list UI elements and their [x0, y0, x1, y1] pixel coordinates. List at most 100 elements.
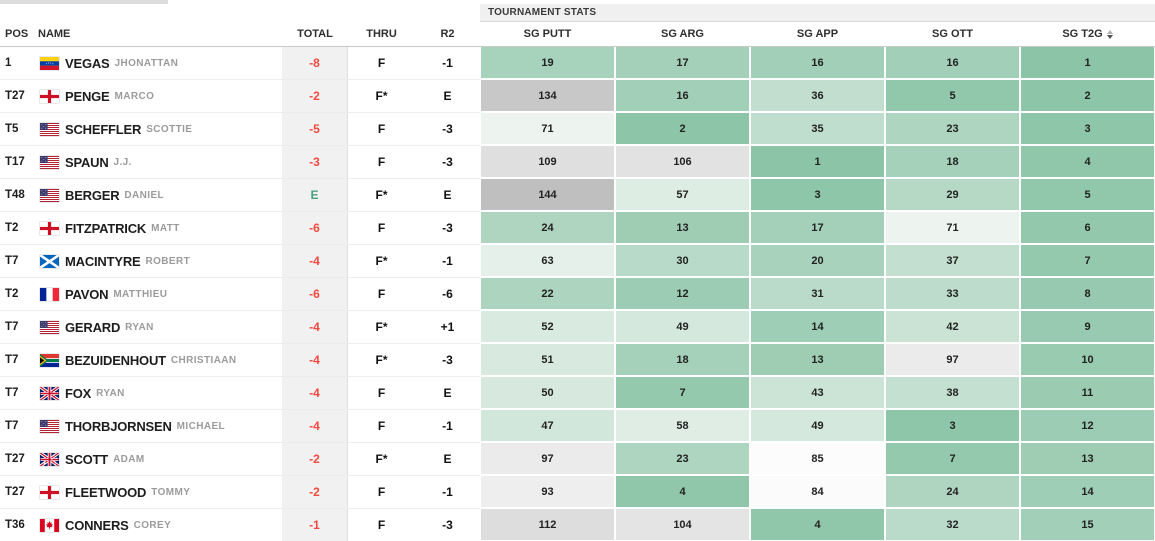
sort-both-icon — [1106, 29, 1113, 39]
column-header-name[interactable]: NAME — [38, 27, 71, 40]
column-header-sg-t2g[interactable]: SG T2G — [1020, 28, 1155, 40]
horizontal-scrollbar-thumb[interactable] — [0, 0, 168, 4]
column-header-sg-arg[interactable]: SG ARG — [615, 28, 750, 40]
thru-cell: F — [377, 419, 386, 433]
pos-cell: T27 — [5, 453, 25, 465]
player-row[interactable]: T36 Conners Corey -1 F -3 112 104 4 32 1… — [0, 509, 1155, 541]
stat-cell-sg-app: 84 — [750, 476, 885, 509]
stat-value: 49 — [616, 311, 749, 342]
stat-cell-sg-ott: 3 — [885, 410, 1020, 443]
stat-cell-sg-ott: 23 — [885, 113, 1020, 146]
pos-cell: T48 — [5, 189, 25, 201]
stat-cell-sg-ott: 71 — [885, 212, 1020, 245]
stat-cell-sg-app: 16 — [750, 47, 885, 80]
player-row[interactable]: T7 Thorbjornsen Michael -4 F -1 47 58 49… — [0, 410, 1155, 443]
player-name-cell: Fox Ryan — [38, 377, 282, 409]
total-cell: -4 — [282, 344, 348, 376]
stat-value: 13 — [616, 212, 749, 243]
player-last-name: Penge — [65, 88, 110, 104]
player-last-name: Fox — [65, 385, 92, 401]
stat-cell-sg-t2g: 9 — [1020, 311, 1155, 344]
stat-value: 11 — [1021, 377, 1154, 408]
player-row[interactable]: T27 Fleetwood Tommy -2 F -1 93 4 84 24 1… — [0, 476, 1155, 509]
player-row[interactable]: T7 MacIntyre Robert -4 F* -1 63 30 20 37… — [0, 245, 1155, 278]
player-first-name: Adam — [113, 453, 145, 465]
leaderboard-rows: 1 Vegas Jhonattan -8 F -1 19 17 16 16 1 … — [0, 47, 1155, 541]
stat-value: 18 — [616, 344, 749, 375]
player-row-left: T5 Scheffler Scottie -5 F -3 — [0, 113, 480, 146]
thru-cell: F* — [375, 353, 388, 367]
stat-value: 4 — [1021, 146, 1154, 177]
pos-cell: T2 — [5, 222, 19, 234]
stat-value: 33 — [886, 278, 1019, 309]
column-header-sg-app[interactable]: SG APP — [750, 28, 885, 40]
player-row[interactable]: T2 Pavon Matthieu -6 F -6 22 12 31 33 8 — [0, 278, 1155, 311]
player-row[interactable]: T5 Scheffler Scottie -5 F -3 71 2 35 23 … — [0, 113, 1155, 146]
flag-usa-icon — [40, 188, 59, 202]
column-header-sg-ott[interactable]: SG OTT — [885, 28, 1020, 40]
flag-england-icon — [40, 89, 59, 103]
stat-cell-sg-app: 49 — [750, 410, 885, 443]
thru-cell: F — [377, 122, 386, 136]
total-cell: -5 — [282, 113, 348, 145]
stat-value: 31 — [751, 278, 884, 309]
player-row[interactable]: T7 Bezuidenhout Christiaan -4 F* -3 51 1… — [0, 344, 1155, 377]
stat-value: 10 — [1021, 344, 1154, 375]
stat-value: 7 — [616, 377, 749, 408]
stat-cell-sg-t2g: 2 — [1020, 80, 1155, 113]
player-row[interactable]: T27 Scott Adam -2 F* E 97 23 85 7 13 — [0, 443, 1155, 476]
player-columns-row: POS NAME TOTAL THRU R2 — [0, 21, 480, 46]
stat-value: 71 — [481, 113, 614, 144]
player-first-name: Marco — [114, 90, 155, 102]
sg-t2g-label: SG T2G — [1062, 28, 1103, 40]
column-header-total[interactable]: TOTAL — [297, 27, 333, 40]
stat-value: 16 — [751, 47, 884, 78]
stat-value: 3 — [886, 410, 1019, 441]
stat-cell-sg-ott: 5 — [885, 80, 1020, 113]
player-row[interactable]: T48 Berger Daniel E F* E 144 57 3 29 5 — [0, 179, 1155, 212]
stat-cell-sg-ott: 37 — [885, 245, 1020, 278]
stat-value: 93 — [481, 476, 614, 507]
thru-cell: F — [377, 287, 386, 301]
player-row[interactable]: T17 Spaun J.J. -3 F -3 109 106 1 18 4 — [0, 146, 1155, 179]
stat-value: 29 — [886, 179, 1019, 210]
stat-value: 52 — [481, 311, 614, 342]
player-first-name: Ryan — [96, 387, 125, 399]
stat-cell-sg-putt: 51 — [480, 344, 615, 377]
player-row-left: T2 Fitzpatrick Matt -6 F -3 — [0, 212, 480, 245]
tournament-stats-band: TOURNAMENT STATS — [480, 4, 1155, 22]
stat-value: 23 — [886, 113, 1019, 144]
player-first-name: Jhonattan — [114, 57, 179, 69]
stat-cell-sg-app: 20 — [750, 245, 885, 278]
player-row[interactable]: T27 Penge Marco -2 F* E 134 16 36 5 2 — [0, 80, 1155, 113]
total-cell: -6 — [282, 212, 348, 244]
pos-cell: T17 — [5, 156, 25, 168]
column-header-r2[interactable]: R2 — [440, 27, 455, 40]
stat-value: 5 — [1021, 179, 1154, 210]
flag-south-africa-icon — [40, 353, 59, 367]
player-row[interactable]: T7 Gerard Ryan -4 F* +1 52 49 14 42 9 — [0, 311, 1155, 344]
thru-cell: F* — [375, 254, 388, 268]
stat-value: 4 — [751, 509, 884, 540]
stat-value: 43 — [751, 377, 884, 408]
flag-usa-icon — [40, 320, 59, 334]
player-row[interactable]: T7 Fox Ryan -4 F E 50 7 43 38 11 — [0, 377, 1155, 410]
player-first-name: Matt — [151, 222, 180, 234]
total-cell: -4 — [282, 377, 348, 409]
player-first-name: Robert — [145, 255, 191, 267]
player-name-cell: Thorbjornsen Michael — [38, 410, 282, 442]
stat-cell-sg-t2g: 3 — [1020, 113, 1155, 146]
stat-value: 30 — [616, 245, 749, 276]
column-header-sg-putt[interactable]: SG PUTT — [480, 28, 615, 40]
column-header-pos[interactable]: POS — [5, 27, 29, 40]
player-row-left: T48 Berger Daniel E F* E — [0, 179, 480, 212]
stat-cell-sg-ott: 97 — [885, 344, 1020, 377]
stat-value: 18 — [886, 146, 1019, 177]
column-header-thru[interactable]: THRU — [366, 27, 397, 40]
stat-value: 32 — [886, 509, 1019, 540]
player-name-cell: MacIntyre Robert — [38, 245, 282, 277]
player-row[interactable]: T2 Fitzpatrick Matt -6 F -3 24 13 17 71 … — [0, 212, 1155, 245]
player-row[interactable]: 1 Vegas Jhonattan -8 F -1 19 17 16 16 1 — [0, 47, 1155, 80]
stat-cell-sg-app: 36 — [750, 80, 885, 113]
thru-cell: F* — [375, 320, 388, 334]
